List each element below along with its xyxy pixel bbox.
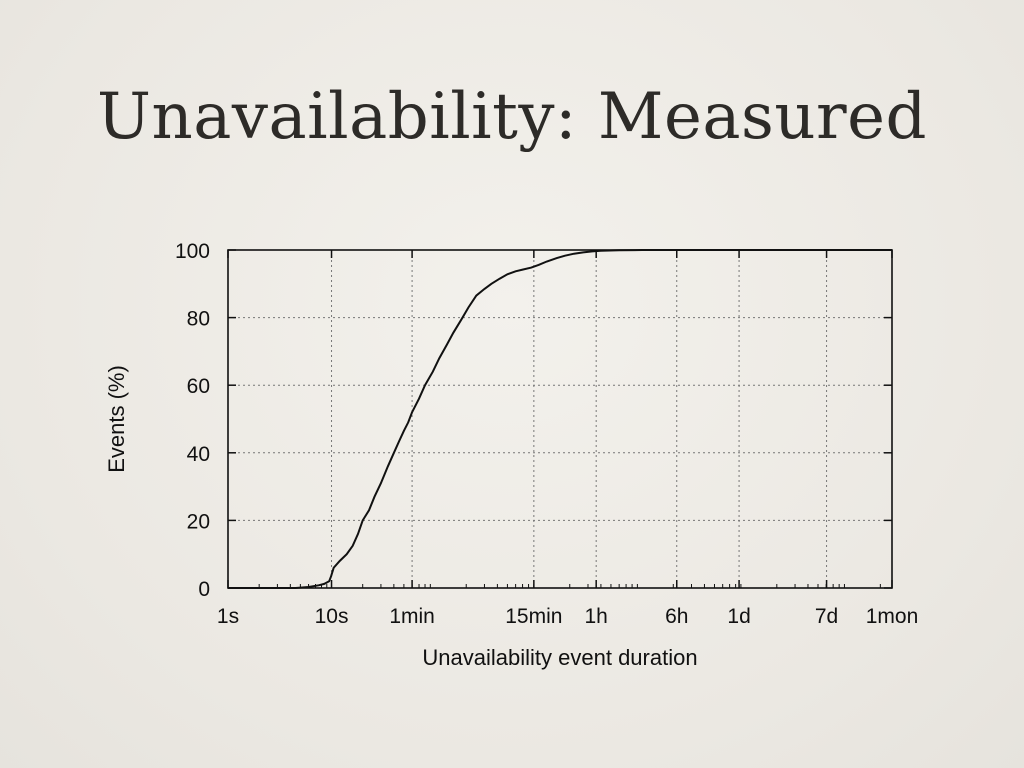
x-tick-label: 1mon xyxy=(866,605,919,628)
y-tick-labels: 0 20 40 60 80 100 xyxy=(175,240,210,601)
slide-title: Unavailability: Measured xyxy=(97,80,927,154)
series-line xyxy=(228,249,892,589)
plot-frame xyxy=(227,249,893,589)
x-tick-label: 15min xyxy=(505,605,562,628)
x-axis-label: Unavailability event duration xyxy=(422,645,697,670)
y-tick-label: 100 xyxy=(175,240,210,263)
x-tick-label: 1d xyxy=(727,605,750,628)
x-tick-label: 7d xyxy=(815,605,838,628)
y-tick-label: 20 xyxy=(187,510,210,533)
x-tick-label: 1s xyxy=(217,605,239,628)
y-tick-label: 40 xyxy=(187,443,210,466)
x-tick-label: 10s xyxy=(315,605,349,628)
y-tick-label: 80 xyxy=(187,308,210,331)
x-tick-label: 6h xyxy=(665,605,688,628)
x-tick-labels: 1s 10s 1min 15min 1h 6h 1d 7d 1mon xyxy=(217,605,918,628)
x-tick-label: 1min xyxy=(389,605,435,628)
axis-ticks xyxy=(227,249,893,589)
y-tick-label: 0 xyxy=(198,578,210,601)
grid-lines xyxy=(228,250,892,588)
y-axis-label: Events (%) xyxy=(104,365,129,473)
x-tick-label: 1h xyxy=(585,605,608,628)
y-tick-label: 60 xyxy=(187,375,210,398)
